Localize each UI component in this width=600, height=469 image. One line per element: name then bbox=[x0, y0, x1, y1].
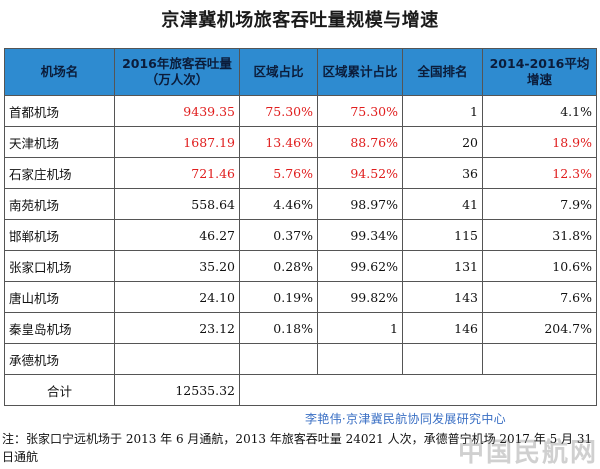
cell-growth bbox=[482, 343, 597, 375]
total-empty-cell bbox=[239, 374, 318, 406]
cell-throughput: 721.46 bbox=[114, 157, 240, 189]
cell-name: 南苑机场 bbox=[4, 188, 115, 220]
cell-throughput: 23.12 bbox=[114, 312, 240, 344]
table-row: 石家庄机场 721.46 5.76% 94.52% 36 12.3% bbox=[4, 157, 597, 189]
cell-throughput: 35.20 bbox=[114, 250, 240, 282]
footnote: 注：张家口宁远机场于 2013 年 6 月通航，2013 年旅客吞吐量 2402… bbox=[2, 432, 593, 464]
cell-cumulative: 99.62% bbox=[317, 250, 403, 282]
total-empty-cell bbox=[402, 374, 483, 406]
cell-throughput: 1687.19 bbox=[114, 126, 240, 158]
table-row: 首都机场 9439.35 75.30% 75.30% 1 4.1% bbox=[4, 95, 597, 127]
cell-share: 5.76% bbox=[239, 157, 318, 189]
cell-throughput: 46.27 bbox=[114, 219, 240, 251]
cell-growth: 7.9% bbox=[482, 188, 597, 220]
total-label: 合计 bbox=[4, 374, 115, 406]
table-row: 秦皇岛机场 23.12 0.18% 1 146 204.7% bbox=[4, 312, 597, 344]
cell-throughput: 558.64 bbox=[114, 188, 240, 220]
cell-name: 石家庄机场 bbox=[4, 157, 115, 189]
cell-share: 0.18% bbox=[239, 312, 318, 344]
cell-growth: 10.6% bbox=[482, 250, 597, 282]
cell-growth: 4.1% bbox=[482, 95, 597, 127]
total-row: 合计 12535.32 bbox=[4, 374, 597, 406]
cell-rank: 1 bbox=[402, 95, 483, 127]
table-row: 承德机场 bbox=[4, 343, 597, 375]
cell-rank: 143 bbox=[402, 281, 483, 313]
cell-share: 13.46% bbox=[239, 126, 318, 158]
cell-share: 0.37% bbox=[239, 219, 318, 251]
table-row: 唐山机场 24.10 0.19% 99.82% 143 7.6% bbox=[4, 281, 597, 313]
cell-cumulative bbox=[317, 343, 403, 375]
total-empty-cell bbox=[482, 374, 597, 406]
source-caption: 李艳伟·京津冀民航协同发展研究中心 bbox=[305, 412, 506, 426]
page-title: 京津冀机场旅客吞吐量规模与增速 bbox=[161, 10, 439, 31]
cell-cumulative: 1 bbox=[317, 312, 403, 344]
cell-share bbox=[239, 343, 318, 375]
cell-throughput bbox=[114, 343, 240, 375]
cell-rank: 115 bbox=[402, 219, 483, 251]
cell-share: 75.30% bbox=[239, 95, 318, 127]
watermark-logo: 中国民航网 bbox=[457, 438, 598, 468]
cell-rank: 131 bbox=[402, 250, 483, 282]
cell-throughput: 24.10 bbox=[114, 281, 240, 313]
header-share: 区域占比 bbox=[239, 48, 318, 96]
header-rank: 全国排名 bbox=[402, 48, 483, 96]
table-row: 南苑机场 558.64 4.46% 98.97% 41 7.9% bbox=[4, 188, 597, 220]
cell-growth: 204.7% bbox=[482, 312, 597, 344]
cell-share: 0.28% bbox=[239, 250, 318, 282]
total-throughput: 12535.32 bbox=[114, 374, 240, 406]
cell-name: 张家口机场 bbox=[4, 250, 115, 282]
total-empty-cell bbox=[317, 374, 403, 406]
cell-rank: 146 bbox=[402, 312, 483, 344]
cell-share: 0.19% bbox=[239, 281, 318, 313]
cell-growth: 18.9% bbox=[482, 126, 597, 158]
header-airport: 机场名 bbox=[4, 48, 115, 96]
cell-name: 邯郸机场 bbox=[4, 219, 115, 251]
cell-cumulative: 75.30% bbox=[317, 95, 403, 127]
cell-throughput: 9439.35 bbox=[114, 95, 240, 127]
cell-cumulative: 94.52% bbox=[317, 157, 403, 189]
cell-rank bbox=[402, 343, 483, 375]
table-row: 邯郸机场 46.27 0.37% 99.34% 115 31.8% bbox=[4, 219, 597, 251]
table-row: 天津机场 1687.19 13.46% 88.76% 20 18.9% bbox=[4, 126, 597, 158]
table-row: 张家口机场 35.20 0.28% 99.62% 131 10.6% bbox=[4, 250, 597, 282]
header-growth: 2014-2016平均增速 bbox=[482, 48, 597, 96]
cell-name: 首都机场 bbox=[4, 95, 115, 127]
header-cumulative: 区域累计占比 bbox=[317, 48, 403, 96]
cell-cumulative: 88.76% bbox=[317, 126, 403, 158]
cell-growth: 31.8% bbox=[482, 219, 597, 251]
header-throughput: 2016年旅客吞吐量 （万人次） bbox=[114, 48, 240, 96]
cell-cumulative: 98.97% bbox=[317, 188, 403, 220]
table-header-row: 机场名 2016年旅客吞吐量 （万人次） 区域占比 区域累计占比 全国排名 20… bbox=[4, 48, 597, 96]
cell-rank: 20 bbox=[402, 126, 483, 158]
cell-growth: 7.6% bbox=[482, 281, 597, 313]
cell-name: 唐山机场 bbox=[4, 281, 115, 313]
cell-rank: 41 bbox=[402, 188, 483, 220]
cell-cumulative: 99.34% bbox=[317, 219, 403, 251]
cell-name: 承德机场 bbox=[4, 343, 115, 375]
cell-share: 4.46% bbox=[239, 188, 318, 220]
cell-growth: 12.3% bbox=[482, 157, 597, 189]
cell-name: 天津机场 bbox=[4, 126, 115, 158]
cell-name: 秦皇岛机场 bbox=[4, 312, 115, 344]
cell-cumulative: 99.82% bbox=[317, 281, 403, 313]
cell-rank: 36 bbox=[402, 157, 483, 189]
airport-table: 机场名 2016年旅客吞吐量 （万人次） 区域占比 区域累计占比 全国排名 20… bbox=[4, 48, 597, 406]
